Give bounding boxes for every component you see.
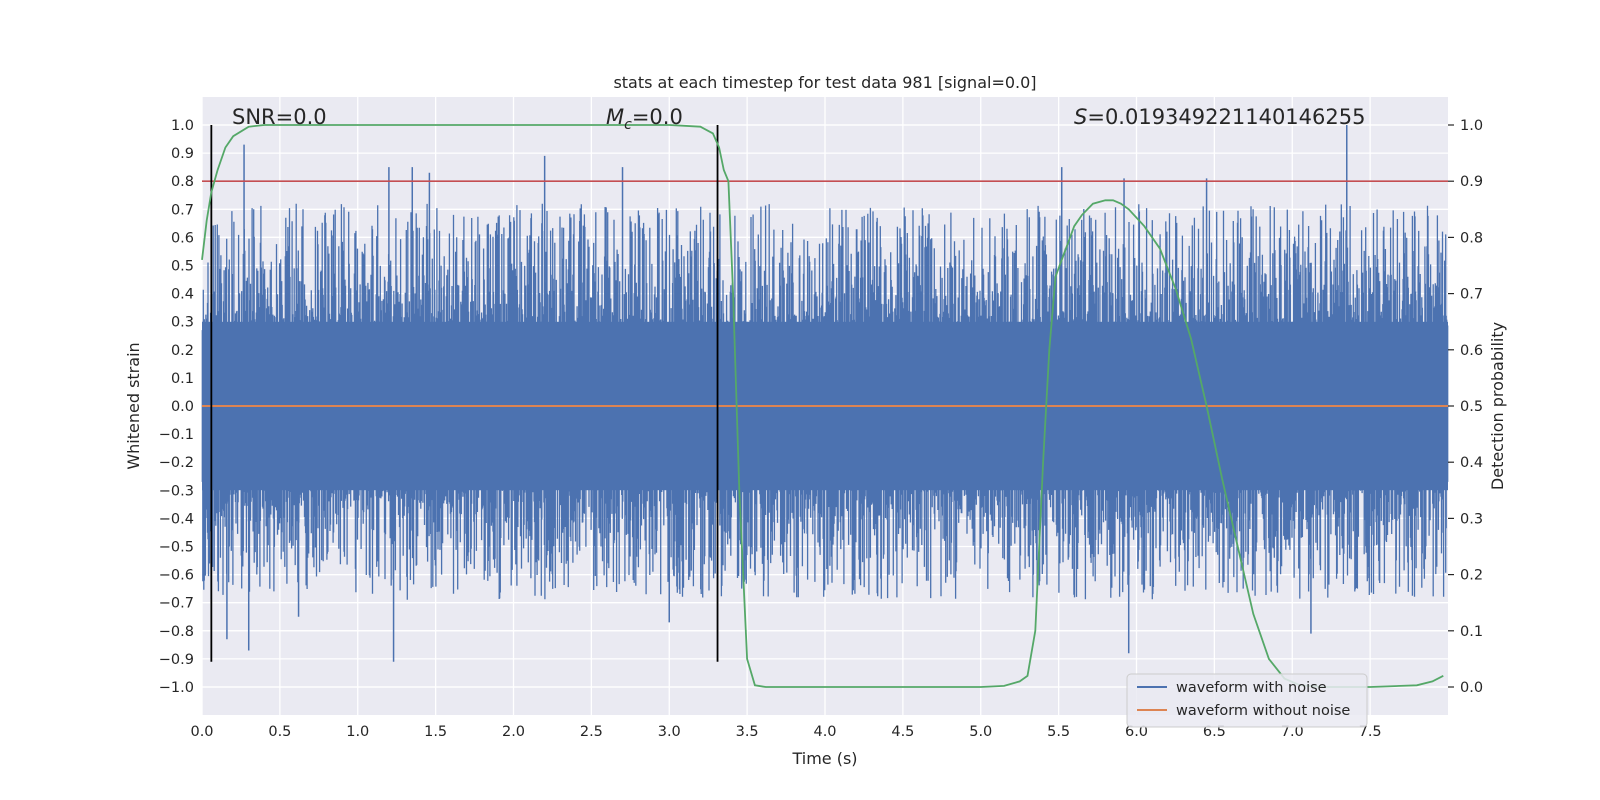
- y-tick-label: −0.6: [159, 568, 194, 584]
- y-tick-label: 0.1: [171, 371, 194, 387]
- y-tick-label: 1.0: [171, 118, 194, 134]
- x-tick-label: 0.5: [268, 724, 291, 740]
- legend: waveform with noise waveform without noi…: [1126, 673, 1368, 728]
- chirp-mass-annotation: Mc=0.0: [606, 105, 683, 133]
- x-tick-label: 1.5: [424, 724, 447, 740]
- y-tick-label: 0.7: [171, 202, 194, 218]
- y-tick-label: −0.2: [159, 455, 194, 471]
- x-tick-label: 4.5: [891, 724, 914, 740]
- y-tick-label: 0.0: [171, 399, 194, 415]
- y2-tick-label: 1.0: [1460, 118, 1483, 134]
- y2-tick-labels: 1.0 0.9 0.8 0.7 0.6 0.5 0.4 0.3 0.2 0.1 0.0: [1448, 118, 1483, 696]
- vertical-markers: [210, 125, 719, 662]
- y-tick-label: −0.8: [159, 624, 194, 640]
- chart-title: stats at each timestep for test data 981…: [613, 73, 1036, 92]
- x-axis-label: Time (s): [791, 749, 857, 768]
- x-tick-label: 4.0: [813, 724, 836, 740]
- y2-tick-label: 0.0: [1460, 680, 1483, 696]
- y-tick-label: −0.4: [159, 511, 194, 527]
- x-tick-label: 7.5: [1359, 724, 1382, 740]
- legend-box: [1126, 673, 1368, 728]
- x-tick-label: 6.0: [1125, 724, 1148, 740]
- y2-tick-label: 0.3: [1460, 511, 1483, 527]
- detection-probability-line: [201, 124, 1444, 688]
- x-tick-label: 2.5: [580, 724, 603, 740]
- y2-tick-label: 0.8: [1460, 230, 1483, 246]
- y-tick-label: −0.9: [159, 652, 194, 668]
- y-tick-label: 0.5: [171, 259, 194, 275]
- y2-tick-label: 0.9: [1460, 174, 1483, 190]
- y-tick-label: 0.6: [171, 230, 194, 246]
- chirp-mass-value: =0.0: [632, 105, 683, 129]
- y-tick-label: −0.1: [159, 427, 194, 443]
- y-tick-label: 0.9: [171, 146, 194, 162]
- y2-tick-label: 0.6: [1460, 343, 1483, 359]
- y-tick-label: 0.2: [171, 343, 194, 359]
- x-tick-label: 7.0: [1281, 724, 1304, 740]
- y-tick-label: 0.8: [171, 174, 194, 190]
- s-symbol: S: [1074, 105, 1087, 129]
- legend-label-noise: waveform with noise: [1176, 680, 1327, 696]
- y-tick-label: 0.3: [171, 315, 194, 331]
- legend-label-clean: waveform without noise: [1176, 703, 1350, 719]
- y2-tick-label: 0.4: [1460, 455, 1483, 471]
- x-tick-label: 0.0: [190, 724, 213, 740]
- s-value: =0.019349221140146255: [1087, 105, 1365, 129]
- x-tick-label: 1.0: [346, 724, 369, 740]
- y2-tick-label: 0.7: [1460, 287, 1483, 303]
- x-tick-label: 6.5: [1203, 724, 1226, 740]
- chirp-mass-symbol: M: [606, 105, 624, 129]
- x-tick-label: 3.5: [736, 724, 759, 740]
- y-tick-label: −0.5: [159, 540, 194, 556]
- y-tick-labels: 1.0 0.9 0.8 0.7 0.6 0.5 0.4 0.3 0.2 0.1 0.0 −0.1 −0.…: [159, 118, 194, 696]
- y-tick-label: −0.3: [159, 483, 194, 499]
- s-annotation: S=0.019349221140146255: [1074, 105, 1365, 129]
- x-tick-label: 3.0: [658, 724, 681, 740]
- y-tick-label: −0.7: [159, 596, 194, 612]
- x-tick-label: 5.0: [969, 724, 992, 740]
- snr-annotation: SNR=0.0: [232, 105, 327, 129]
- x-tick-label: 2.0: [502, 724, 525, 740]
- x-tick-label: 5.5: [1047, 724, 1070, 740]
- y-axis-label: Whitened strain: [124, 342, 143, 469]
- y2-axis-label: Detection probability: [1488, 322, 1507, 490]
- chirp-mass-subscript: c: [624, 117, 632, 133]
- y2-tick-label: 0.1: [1460, 624, 1483, 640]
- y2-tick-label: 0.5: [1460, 399, 1483, 415]
- x-tick-labels: 0.0 0.5 1.0 1.5 2.0 2.5 3.0 3.5 4.0 4.5 5.0 5.5 6.0 6…: [190, 724, 1381, 740]
- y-tick-label: −1.0: [159, 680, 194, 696]
- y-tick-label: 0.4: [171, 287, 194, 303]
- y2-tick-label: 0.2: [1460, 568, 1483, 584]
